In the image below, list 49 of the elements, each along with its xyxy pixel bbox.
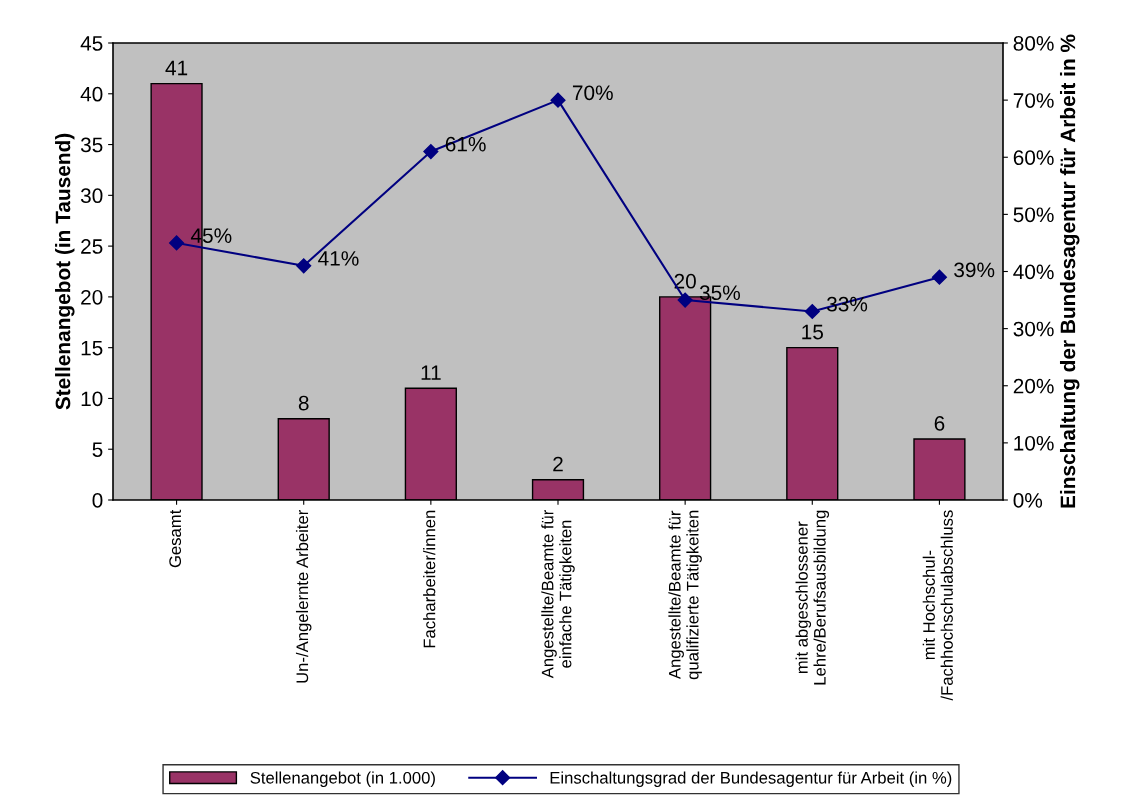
data-label: 8	[298, 395, 309, 411]
data-label: 41%	[318, 251, 359, 266]
y2-tick-label: 80%	[1013, 36, 1054, 51]
point	[677, 292, 693, 308]
y2-tick-label: 40%	[1013, 264, 1054, 280]
y2-tick-label: 30%	[1013, 321, 1054, 337]
y-tick-label: 25	[81, 239, 103, 254]
point	[550, 92, 566, 108]
point	[423, 143, 439, 160]
data-label: 41	[165, 60, 188, 76]
data-label: 70%	[572, 85, 613, 101]
y-tick-label: 30	[80, 188, 103, 204]
x-tick-label: Angestellte/Beamte für qualifizierte Tätigkeiten	[668, 510, 702, 680]
y-tick-label: 15	[81, 340, 103, 356]
y-tick-label: 0	[92, 493, 103, 508]
point	[804, 303, 820, 320]
y2-tick-label: 10%	[1014, 435, 1054, 451]
x-tick-label: Un-/Angelernte Arbeiter	[295, 509, 312, 683]
point	[169, 235, 185, 251]
data-label: 35%	[699, 285, 740, 301]
data-label: 6	[934, 416, 945, 431]
data-label: 2	[553, 456, 563, 472]
y2-tick-label: 60%	[1013, 150, 1054, 165]
y2-tick-label: 20%	[1013, 378, 1054, 394]
y-tick-label: 10	[81, 391, 103, 407]
point	[931, 269, 947, 285]
y-tick-label: 40	[80, 86, 103, 102]
y-tick-label: 5	[92, 442, 103, 457]
x-tick-label: mit abgeschlossener Lehre/Berufsausbildung	[795, 510, 830, 685]
y2-axis-title: Einschaltung der Bundesagentur für Arbeit in %	[1059, 34, 1080, 508]
point	[296, 258, 312, 274]
data-label: 11	[421, 365, 441, 380]
y-tick-label: 20	[81, 289, 103, 305]
y-tick-label: 35	[80, 137, 103, 153]
y2-tick-label: 0%	[1013, 493, 1043, 508]
data-label: 61%	[445, 136, 486, 152]
y2-tick-label: 70%	[1013, 93, 1054, 108]
x-tick-label: Gesamt	[169, 509, 182, 568]
legend-label: Einschaltungsgrad der Bundesagentur für Arbeit (in %)	[550, 771, 952, 787]
x-tick-label: Facharbeiter/innen	[423, 510, 436, 648]
data-label: 20	[674, 273, 696, 289]
y-tick-label: 45	[80, 36, 103, 51]
x-tick-label: Angestellte/Beamte für einfache Tätigkeiten	[541, 509, 575, 679]
x-tick-label: mit Hochschul- /Fachhochschulabschluss	[922, 510, 953, 701]
y-axis-title: Stellenangebot (in Tausend)	[55, 133, 75, 410]
y2-tick-label: 50%	[1013, 207, 1054, 223]
data-label: 15	[802, 324, 823, 340]
legend-label: Stellenangebot (in 1.000)	[250, 771, 435, 787]
data-label: 39%	[954, 262, 995, 278]
